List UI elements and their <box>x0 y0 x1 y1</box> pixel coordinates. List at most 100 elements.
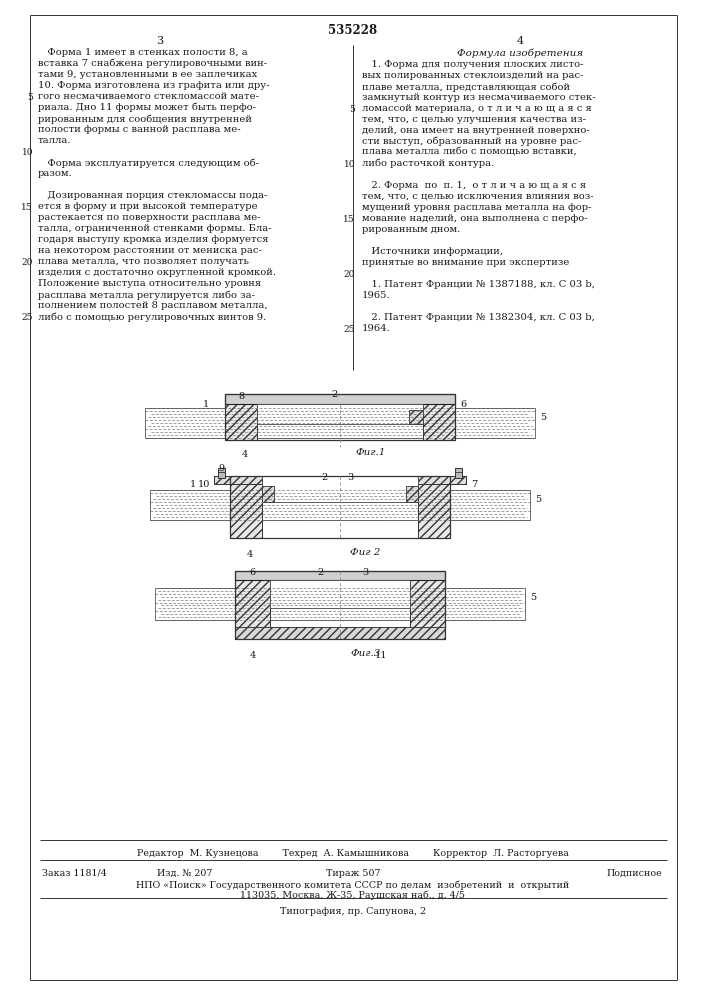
Text: 4: 4 <box>250 651 256 660</box>
Text: Типография, пр. Сапунова, 2: Типография, пр. Сапунова, 2 <box>280 907 426 916</box>
Text: мущений уровня расплава металла на фор-: мущений уровня расплава металла на фор- <box>362 203 592 212</box>
Text: 15: 15 <box>21 203 33 212</box>
Text: 2: 2 <box>332 390 338 399</box>
Text: 8: 8 <box>238 392 244 401</box>
Text: Дозированная порция стекломассы пода-: Дозированная порция стекломассы пода- <box>38 191 267 200</box>
Bar <box>409 410 423 424</box>
Text: 1964.: 1964. <box>362 324 391 333</box>
Bar <box>235 571 270 639</box>
Text: либо с помощью регулировочных винтов 9.: либо с помощью регулировочных винтов 9. <box>38 312 267 322</box>
Bar <box>214 476 262 484</box>
Text: рированным для сообщения внутренней: рированным для сообщения внутренней <box>38 114 252 123</box>
Text: Фиг.1: Фиг.1 <box>355 448 385 457</box>
Bar <box>455 468 462 478</box>
Text: тем, что, с целью исключения влияния воз-: тем, что, с целью исключения влияния воз… <box>362 192 594 201</box>
Bar <box>423 394 455 440</box>
Text: 535228: 535228 <box>329 24 378 37</box>
Text: Подписное: Подписное <box>606 869 662 878</box>
Text: годаря выступу кромка изделия формуется: годаря выступу кромка изделия формуется <box>38 235 269 244</box>
Text: 25: 25 <box>21 313 33 322</box>
Text: 5: 5 <box>349 105 355 114</box>
Text: 1. Форма для получения плоских листо-: 1. Форма для получения плоских листо- <box>362 60 583 69</box>
Text: 1. Патент Франции № 1387188, кл. С 03 b,: 1. Патент Франции № 1387188, кл. С 03 b, <box>362 280 595 289</box>
Text: мование наделий, она выполнена с перфо-: мование наделий, она выполнена с перфо- <box>362 214 588 223</box>
Text: Положение выступа относительно уровня: Положение выступа относительно уровня <box>38 279 261 288</box>
Text: либо расточкой контура.: либо расточкой контура. <box>362 159 494 168</box>
Bar <box>235 571 445 580</box>
Text: Изд. № 207: Изд. № 207 <box>158 869 213 878</box>
Bar <box>406 486 418 502</box>
Text: 2. Патент Франции № 1382304, кл. С 03 b,: 2. Патент Франции № 1382304, кл. С 03 b, <box>362 313 595 322</box>
Text: 1: 1 <box>189 480 196 489</box>
Text: изделия с достаточно округленной кромкой.: изделия с достаточно округленной кромкой… <box>38 268 276 277</box>
Text: полости формы с ванной расплава ме-: полости формы с ванной расплава ме- <box>38 125 240 134</box>
Text: вставка 7 снабжена регулировочными вин-: вставка 7 снабжена регулировочными вин- <box>38 59 267 68</box>
Text: плава металла, что позволяет получать: плава металла, что позволяет получать <box>38 257 249 266</box>
Text: 5: 5 <box>27 93 33 102</box>
Text: Тираж 507: Тираж 507 <box>326 869 380 878</box>
Text: 20: 20 <box>22 258 33 267</box>
Text: ломассой материала, о т л и ч а ю щ а я с я: ломассой материала, о т л и ч а ю щ а я … <box>362 104 592 113</box>
Text: Фиг 2: Фиг 2 <box>350 548 380 557</box>
Text: Фиг.3: Фиг.3 <box>350 649 380 658</box>
Text: талла.: талла. <box>38 136 71 145</box>
Text: 2: 2 <box>317 568 323 577</box>
Text: 6: 6 <box>249 568 255 577</box>
Text: плаве металла, представляющая собой: плаве металла, представляющая собой <box>362 82 570 92</box>
Text: 2: 2 <box>322 473 328 482</box>
Text: расплава металла регулируется либо за-: расплава металла регулируется либо за- <box>38 290 255 300</box>
Text: 113035, Москва, Ж-35, Раушская наб., д. 4/5: 113035, Москва, Ж-35, Раушская наб., д. … <box>240 890 465 900</box>
Bar <box>155 588 525 620</box>
Text: 4: 4 <box>516 36 524 46</box>
Text: 5: 5 <box>530 593 536 602</box>
Text: Источники информации,: Источники информации, <box>362 247 503 256</box>
Text: НПО «Поиск» Государственного комитета СССР по делам  изобретений  и  открытий: НПО «Поиск» Государственного комитета СС… <box>136 880 570 890</box>
Bar <box>235 627 445 639</box>
Bar <box>410 571 445 639</box>
Text: 4: 4 <box>242 450 248 459</box>
Bar <box>270 580 410 608</box>
Text: 4: 4 <box>247 550 253 559</box>
Text: 5: 5 <box>535 495 541 504</box>
Text: риала. Дно 11 формы может быть перфо-: риала. Дно 11 формы может быть перфо- <box>38 103 256 112</box>
Text: 1: 1 <box>203 400 209 409</box>
Text: Редактор  М. Кузнецова        Техред  А. Камышникова        Корректор  Л. Растор: Редактор М. Кузнецова Техред А. Камышник… <box>137 849 569 858</box>
Bar <box>262 476 418 502</box>
Bar <box>257 404 423 424</box>
Text: тем, что, с целью улучшения качества из-: тем, что, с целью улучшения качества из- <box>362 115 586 124</box>
Bar <box>150 490 530 520</box>
Text: растекается по поверхности расплава ме-: растекается по поверхности расплава ме- <box>38 213 261 222</box>
Text: ется в форму и при высокой температуре: ется в форму и при высокой температуре <box>38 202 257 211</box>
Text: 3: 3 <box>156 36 163 46</box>
Text: 10. Форма изготовлена из графита или дру-: 10. Форма изготовлена из графита или дру… <box>38 81 269 90</box>
Text: плава металла либо с помощью вставки,: плава металла либо с помощью вставки, <box>362 148 577 157</box>
Text: принятые во внимание при экспертизе: принятые во внимание при экспертизе <box>362 258 569 267</box>
Bar <box>235 627 445 639</box>
Text: тами 9, установленными в ее заплечиках: тами 9, установленными в ее заплечиках <box>38 70 257 79</box>
Text: вых полированных стеклоизделий на рас-: вых полированных стеклоизделий на рас- <box>362 71 583 80</box>
Text: талла, ограниченной стенками формы. Бла-: талла, ограниченной стенками формы. Бла- <box>38 224 271 233</box>
Bar <box>262 486 274 502</box>
Text: 11: 11 <box>375 651 387 660</box>
Text: Заказ 1181/4: Заказ 1181/4 <box>42 869 107 878</box>
Bar <box>145 408 535 438</box>
Text: Формула изобретения: Формула изобретения <box>457 48 583 57</box>
Text: полнением полостей 8 расплавом металла,: полнением полостей 8 расплавом металла, <box>38 301 268 310</box>
Text: замкнутый контур из несмачиваемого стек-: замкнутый контур из несмачиваемого стек- <box>362 93 595 102</box>
Text: 3: 3 <box>362 568 368 577</box>
Bar <box>418 476 450 538</box>
Text: рированным дном.: рированным дном. <box>362 225 460 234</box>
Text: 5: 5 <box>540 413 546 422</box>
Text: 20: 20 <box>344 270 355 279</box>
Bar <box>225 394 455 404</box>
Text: 9: 9 <box>218 464 224 473</box>
Text: 10: 10 <box>344 160 355 169</box>
Text: 10: 10 <box>21 148 33 157</box>
Text: Форма 1 имеет в стенках полости 8, а: Форма 1 имеет в стенках полости 8, а <box>38 48 247 57</box>
Text: 25: 25 <box>344 325 355 334</box>
Text: 10: 10 <box>198 480 210 489</box>
Bar <box>230 476 262 538</box>
Text: делий, она имеет на внутренней поверхно-: делий, она имеет на внутренней поверхно- <box>362 126 590 135</box>
Text: на некотором расстоянии от мениска рас-: на некотором расстоянии от мениска рас- <box>38 246 262 255</box>
Text: 1965.: 1965. <box>362 291 391 300</box>
